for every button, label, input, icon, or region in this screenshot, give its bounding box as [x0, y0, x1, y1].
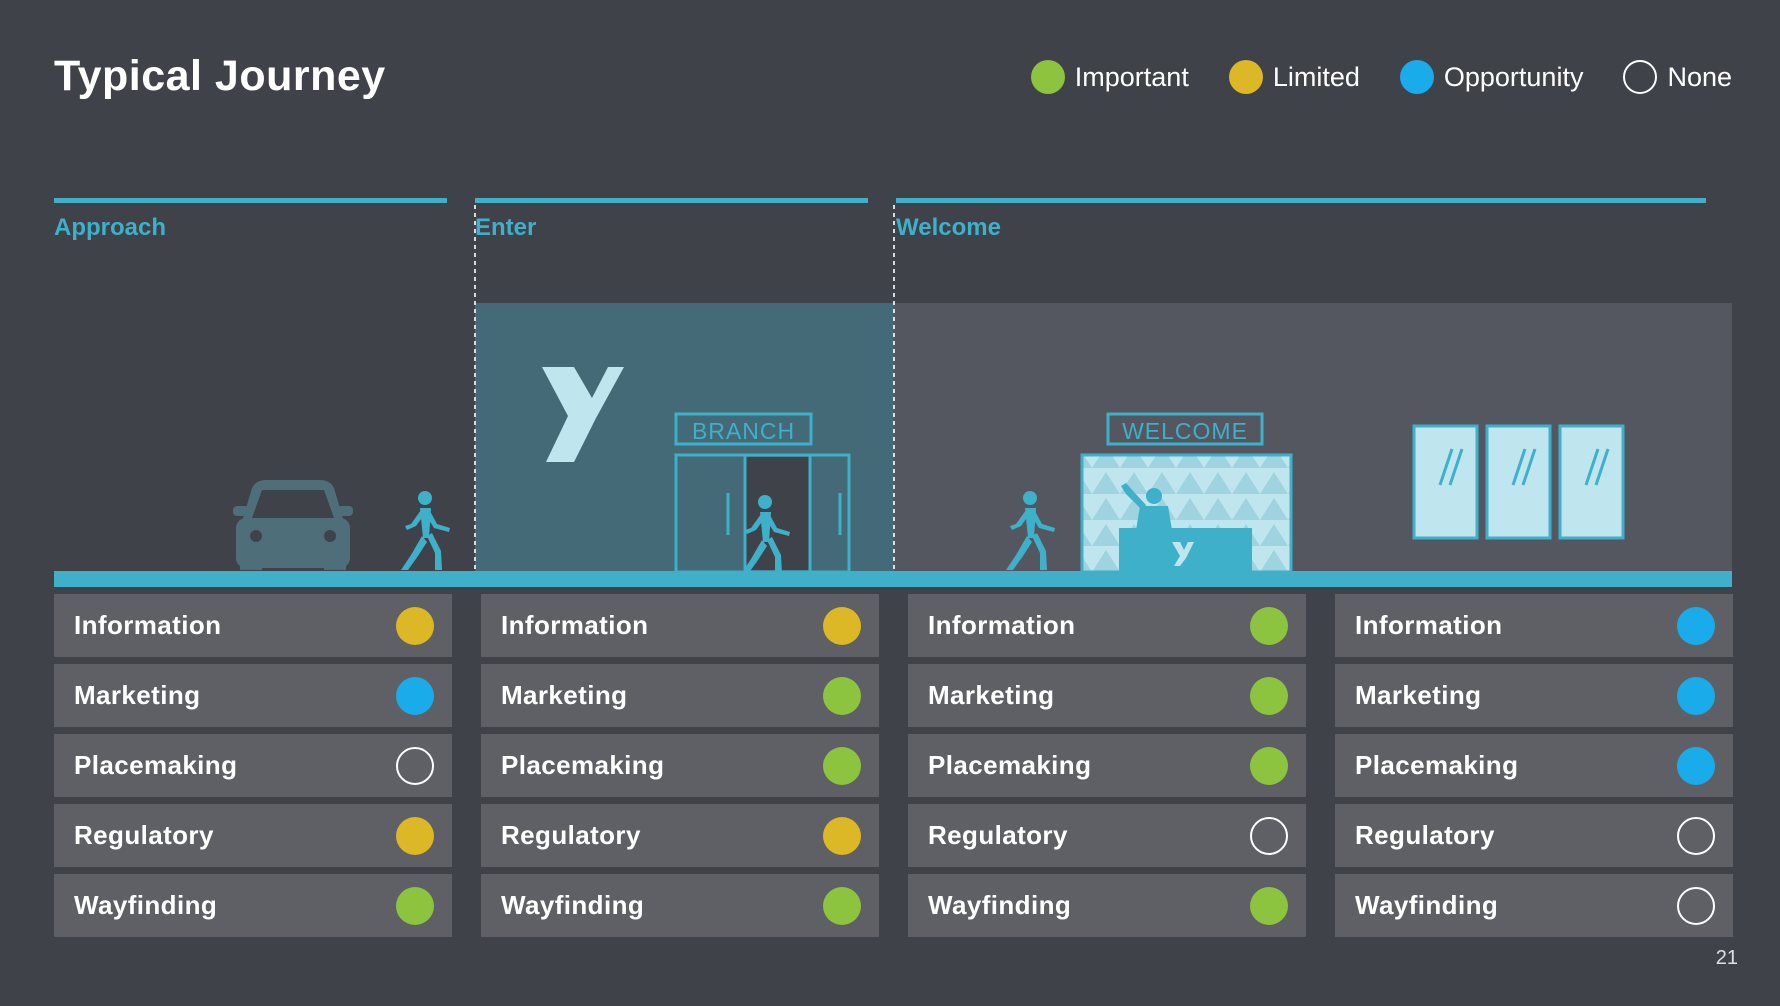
status-dot: [823, 886, 861, 925]
status-cell-placemaking: Placemaking: [481, 734, 879, 797]
status-cell-regulatory: Regulatory: [1335, 804, 1733, 867]
status-cell-label: Placemaking: [928, 750, 1092, 780]
legend-label: Opportunity: [1443, 61, 1584, 92]
status-cell-label: Wayfinding: [501, 890, 645, 920]
y-logo-icon: [542, 367, 624, 462]
status-cell-regulatory: Regulatory: [481, 804, 879, 867]
status-dot: [823, 746, 861, 785]
legend-label: Important: [1074, 61, 1189, 92]
status-dot: [1677, 816, 1715, 855]
stage-bar-enter: [475, 198, 868, 203]
status-cell-label: Marketing: [1355, 680, 1482, 710]
legend-dot: [1030, 60, 1065, 94]
status-dot: [1250, 676, 1288, 715]
status-dot: [396, 886, 434, 925]
status-cell-marketing: Marketing: [908, 664, 1306, 727]
car-icon: [233, 480, 353, 570]
status-cell-label: Wayfinding: [928, 890, 1072, 920]
status-grid: Information Marketing Placemaking Regulator…: [54, 594, 1733, 937]
status-cell-label: Placemaking: [501, 750, 665, 780]
status-cell-label: Information: [74, 610, 222, 640]
person-walking-icon: [401, 491, 450, 570]
status-cell-information: Information: [54, 594, 452, 657]
status-cell-label: Information: [501, 610, 649, 640]
status-dot: [1250, 606, 1288, 645]
status-cell-label: Wayfinding: [74, 890, 218, 920]
stage-label-welcome: Welcome: [896, 214, 1001, 241]
stage-label-enter: Enter: [475, 214, 537, 241]
legend-label: Limited: [1272, 61, 1360, 92]
windows-icon: [1412, 424, 1625, 540]
status-cell-marketing: Marketing: [54, 664, 452, 727]
status-column: Information Marketing Placemaking Regulator…: [1335, 594, 1733, 937]
status-dot: [823, 676, 861, 715]
status-dot: [1677, 746, 1715, 785]
status-cell-placemaking: Placemaking: [1335, 734, 1733, 797]
status-cell-label: Marketing: [74, 680, 201, 710]
status-cell-label: Information: [1355, 610, 1503, 640]
status-column: Information Marketing Placemaking Regulator…: [481, 594, 879, 937]
status-dot: [823, 606, 861, 645]
legend-dot: [1399, 60, 1434, 94]
legend-item-important: Important: [1030, 60, 1189, 94]
page-title: Typical Journey: [54, 52, 386, 100]
status-cell-wayfinding: Wayfinding: [54, 874, 452, 937]
status-cell-label: Marketing: [501, 680, 628, 710]
status-cell-label: Marketing: [928, 680, 1055, 710]
status-cell-information: Information: [481, 594, 879, 657]
status-dot: [396, 746, 434, 785]
status-cell-label: Wayfinding: [1355, 890, 1499, 920]
status-cell-placemaking: Placemaking: [54, 734, 452, 797]
legend-dot: [1228, 60, 1263, 94]
status-cell-information: Information: [908, 594, 1306, 657]
window-glare: [1438, 448, 1610, 486]
status-dot: [1677, 606, 1715, 645]
status-dot: [396, 676, 434, 715]
status-cell-label: Placemaking: [74, 750, 238, 780]
status-cell-regulatory: Regulatory: [908, 804, 1306, 867]
status-dot: [1250, 746, 1288, 785]
legend-item-opportunity: Opportunity: [1399, 60, 1584, 94]
status-dot: [1677, 676, 1715, 715]
status-cell-label: Regulatory: [74, 820, 214, 850]
branch-sign-text: BRANCH: [692, 418, 795, 444]
stage-bar-welcome: [896, 198, 1706, 203]
status-dot: [1250, 816, 1288, 855]
journey-illustration: BRANCH WELCOME: [54, 205, 1732, 587]
status-dot: [823, 816, 861, 855]
stage-label-approach: Approach: [54, 214, 167, 241]
branch-sign-frame: [674, 412, 813, 446]
stage-bar-approach: [54, 198, 447, 203]
status-cell-label: Regulatory: [928, 820, 1068, 850]
status-cell-wayfinding: Wayfinding: [1335, 874, 1733, 937]
status-dot: [396, 816, 434, 855]
status-dot: [396, 606, 434, 645]
status-cell-marketing: Marketing: [481, 664, 879, 727]
status-cell-marketing: Marketing: [1335, 664, 1733, 727]
welcome-sign-text: WELCOME: [1122, 418, 1248, 444]
welcome-desk-icon: [1080, 453, 1293, 574]
status-column: Information Marketing Placemaking Regulator…: [54, 594, 452, 937]
welcome-sign-frame: [1106, 412, 1264, 446]
status-cell-placemaking: Placemaking: [908, 734, 1306, 797]
status-cell-regulatory: Regulatory: [54, 804, 452, 867]
status-cell-label: Regulatory: [1355, 820, 1495, 850]
status-cell-label: Placemaking: [1355, 750, 1519, 780]
status-cell-wayfinding: Wayfinding: [481, 874, 879, 937]
status-cell-label: Information: [928, 610, 1076, 640]
legend-dot: [1623, 60, 1658, 94]
legend-label: None: [1667, 61, 1732, 92]
status-cell-wayfinding: Wayfinding: [908, 874, 1306, 937]
status-dot: [1250, 886, 1288, 925]
status-cell-information: Information: [1335, 594, 1733, 657]
legend-item-limited: Limited: [1228, 60, 1360, 94]
status-dot: [1677, 886, 1715, 925]
legend-item-none: None: [1623, 60, 1732, 94]
status-cell-label: Regulatory: [501, 820, 641, 850]
page-number: 21: [1715, 947, 1738, 969]
legend: Important Limited Opportunity None: [1030, 60, 1732, 94]
status-column: Information Marketing Placemaking Regulator…: [908, 594, 1306, 937]
ground-line: [54, 571, 1732, 587]
